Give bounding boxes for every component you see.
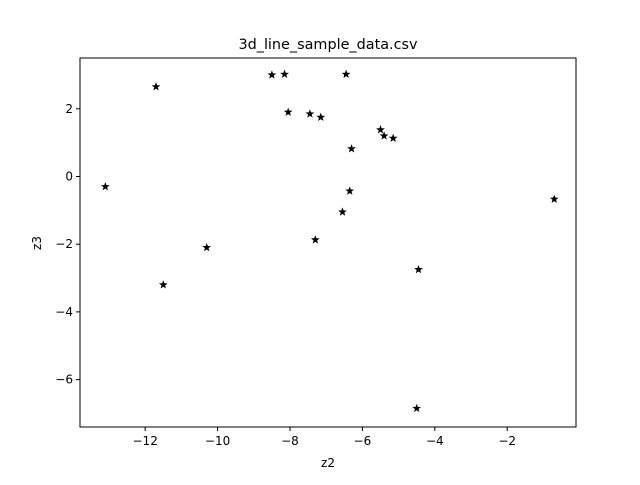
x-tick-label: −10 [205, 434, 230, 448]
y-tick-label: 0 [65, 169, 73, 183]
y-tick-label: 2 [65, 102, 73, 116]
x-axis-label: z2 [321, 456, 335, 470]
data-point-star [414, 264, 423, 274]
data-point-star [388, 133, 398, 142]
x-tick-label: −2 [498, 434, 516, 448]
plot-frame [79, 57, 577, 428]
data-point-star [316, 112, 326, 121]
data-point-star [347, 144, 356, 153]
chart-title: 3d_line_sample_data.csv [238, 37, 418, 53]
x-tick-label: −8 [281, 434, 299, 448]
data-point-star [305, 109, 315, 118]
data-point-star [376, 125, 385, 134]
x-tick-label: −4 [426, 434, 444, 448]
data-point-star [338, 207, 347, 216]
y-tick-label: −6 [55, 373, 73, 387]
data-point-star [549, 194, 559, 203]
data-point-star [283, 107, 293, 116]
x-tick-label: −12 [133, 434, 158, 448]
data-point-star [100, 182, 110, 191]
x-tick-label: −6 [354, 434, 372, 448]
data-point-star [267, 70, 277, 79]
axis-ticks: −12 −10 −8 −6 −4 −2 −6 −4 −2 0 2 [55, 102, 516, 448]
data-point-star [280, 69, 289, 78]
data-point-star [158, 280, 168, 289]
data-points [100, 69, 559, 413]
data-point-star [345, 186, 355, 195]
data-point-star [310, 235, 320, 244]
y-axis-label: z3 [30, 236, 44, 250]
y-tick-label: −2 [55, 237, 73, 251]
data-point-star [412, 403, 422, 413]
data-point-star [341, 69, 351, 78]
data-point-star [379, 131, 389, 140]
data-point-star [151, 82, 161, 91]
data-point-star [202, 242, 212, 252]
y-tick-label: −4 [55, 305, 73, 319]
